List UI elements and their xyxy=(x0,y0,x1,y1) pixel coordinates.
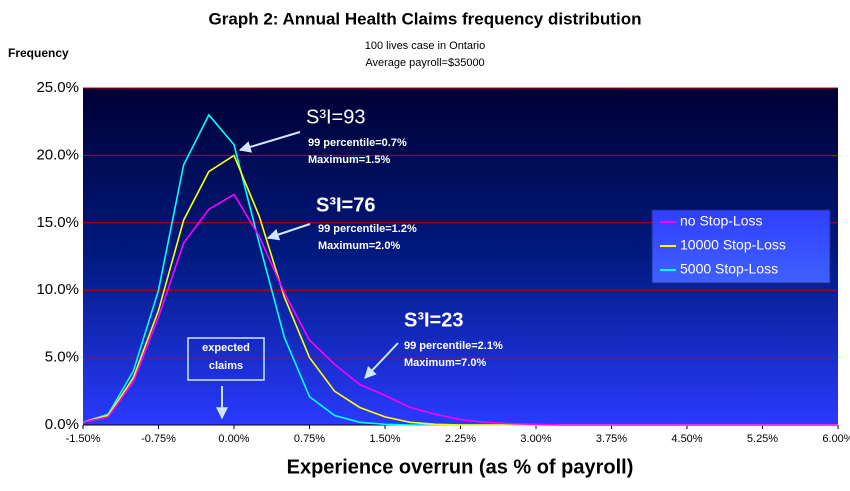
arrow xyxy=(364,342,399,379)
legend-label: 5000 Stop-Loss xyxy=(680,261,778,277)
annotation: Maximum=1.5% xyxy=(308,154,390,166)
x-tick-label: 5.25% xyxy=(747,433,778,445)
annotation: 99 percentile=0.7% xyxy=(308,137,407,149)
annotation-box xyxy=(187,337,265,381)
annotation: 99 percentile=2.1% xyxy=(404,340,503,352)
annotation: Maximum=2.0% xyxy=(318,240,400,252)
y-tick-label: 10.0% xyxy=(36,281,79,298)
x-tick-label: 4.50% xyxy=(671,433,702,445)
arrow xyxy=(238,131,301,153)
annotation: expected xyxy=(202,342,250,354)
x-tick-label: 3.75% xyxy=(596,433,627,445)
annotation: claims xyxy=(209,360,243,372)
x-tick-label: -0.75% xyxy=(141,433,176,445)
y-tick-label: 15.0% xyxy=(36,214,79,231)
legend xyxy=(651,209,831,284)
x-tick-label: 2.25% xyxy=(445,433,476,445)
annotation: Maximum=7.0% xyxy=(404,357,486,369)
chart-title: Graph 2: Annual Health Claims frequency … xyxy=(209,9,642,28)
subtitle: 100 lives case in Ontario xyxy=(365,40,485,52)
legend-label: 10000 Stop-Loss xyxy=(680,237,786,253)
subtitle: Average payroll=$35000 xyxy=(365,57,484,69)
x-tick-label: 1.50% xyxy=(369,433,400,445)
arrow xyxy=(266,223,311,241)
legend-label: no Stop-Loss xyxy=(680,213,763,229)
y-tick-label: 0.0% xyxy=(45,416,79,433)
y-tick-label: 5.0% xyxy=(45,349,79,366)
x-tick-label: -1.50% xyxy=(66,433,101,445)
x-tick-label: 6.00% xyxy=(822,433,850,445)
x-axis-label: Experience overrun (as % of payroll) xyxy=(287,456,634,478)
y-axis-label: Frequency xyxy=(8,46,69,60)
x-tick-label: 0.75% xyxy=(294,433,325,445)
x-tick-label: 0.00% xyxy=(218,433,249,445)
annotation: S³I=23 xyxy=(404,309,463,331)
x-tick-label: 3.00% xyxy=(520,433,551,445)
y-tick-label: 25.0% xyxy=(36,79,79,96)
annotation: S³I=93 xyxy=(306,106,365,128)
annotation: 99 percentile=1.2% xyxy=(318,223,417,235)
annotation: S³I=76 xyxy=(316,194,375,216)
y-tick-label: 20.0% xyxy=(36,146,79,163)
series-line xyxy=(82,193,838,426)
